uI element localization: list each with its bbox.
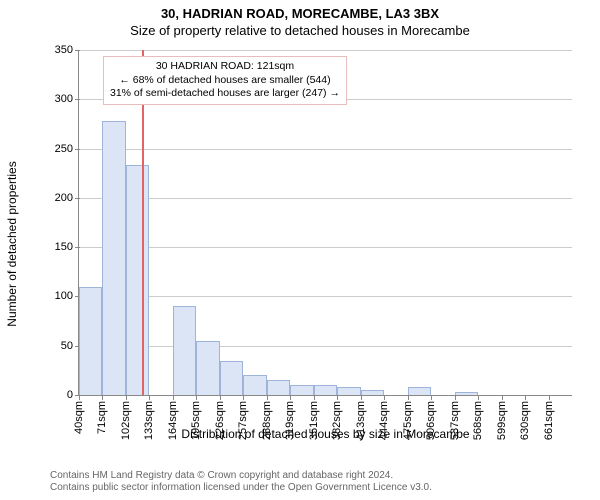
page-title: 30, HADRIAN ROAD, MORECAMBE, LA3 3BX <box>0 0 600 21</box>
gridline <box>79 149 572 150</box>
x-tick-mark <box>314 395 315 400</box>
histogram-bar <box>290 385 313 395</box>
annotation-line: ← 68% of detached houses are smaller (54… <box>110 74 340 88</box>
gridline <box>79 346 572 347</box>
y-tick-label: 50 <box>61 340 79 352</box>
page-subtitle: Size of property relative to detached ho… <box>0 21 600 38</box>
x-tick-label: 71sqm <box>96 401 108 434</box>
histogram-bar <box>455 392 478 395</box>
histogram-bar <box>267 380 290 395</box>
y-tick-label: 250 <box>55 143 79 155</box>
x-tick-mark <box>361 395 362 400</box>
annotation-box: 30 HADRIAN ROAD: 121sqm← 68% of detached… <box>103 56 347 105</box>
x-tick-mark <box>431 395 432 400</box>
x-axis-label: Distribution of detached houses by size … <box>181 427 469 441</box>
x-tick-mark <box>102 395 103 400</box>
y-axis-label: Number of detached properties <box>5 161 19 326</box>
annotation-line: 30 HADRIAN ROAD: 121sqm <box>110 60 340 74</box>
histogram-chart: 0 50 100 150 200 250 300 350 40sqm 71sqm 102sqm 133… <box>40 44 580 444</box>
x-tick-mark <box>220 395 221 400</box>
histogram-bar <box>408 387 431 395</box>
x-tick-label: 133sqm <box>143 401 155 440</box>
x-tick-label: 40sqm <box>73 401 85 434</box>
x-tick-mark <box>196 395 197 400</box>
x-tick-mark <box>173 395 174 400</box>
footer-line-1: Contains HM Land Registry data © Crown c… <box>50 470 432 482</box>
x-tick-mark <box>384 395 385 400</box>
x-tick-mark <box>290 395 291 400</box>
y-tick-label: 100 <box>55 290 79 302</box>
x-tick-mark <box>549 395 550 400</box>
histogram-bar <box>337 387 360 395</box>
gridline <box>79 50 572 51</box>
x-tick-mark <box>243 395 244 400</box>
x-tick-mark <box>337 395 338 400</box>
histogram-bar <box>361 390 384 395</box>
plot-area: 05010015020025030035040sqm71sqm102sqm133… <box>78 50 572 396</box>
histogram-bar <box>220 361 243 396</box>
y-tick-label: 300 <box>55 93 79 105</box>
x-tick-label: 164sqm <box>167 401 179 440</box>
gridline <box>79 296 572 297</box>
y-tick-label: 200 <box>55 192 79 204</box>
x-tick-mark <box>525 395 526 400</box>
y-tick-label: 150 <box>55 241 79 253</box>
x-tick-mark <box>79 395 80 400</box>
histogram-bar <box>196 341 219 395</box>
histogram-bar <box>102 121 125 395</box>
x-tick-mark <box>267 395 268 400</box>
x-tick-label: 568sqm <box>472 401 484 440</box>
y-tick-label: 350 <box>55 44 79 56</box>
x-tick-label: 102sqm <box>120 401 132 440</box>
x-tick-label: 661sqm <box>543 401 555 440</box>
footer-line-2: Contains public sector information licen… <box>50 482 432 494</box>
x-tick-label: 630sqm <box>519 401 531 440</box>
y-tick-label: 0 <box>67 389 79 401</box>
x-tick-mark <box>502 395 503 400</box>
gridline <box>79 247 572 248</box>
histogram-bar <box>79 287 102 395</box>
x-tick-mark <box>478 395 479 400</box>
histogram-bar <box>314 385 337 395</box>
footer-attribution: Contains HM Land Registry data © Crown c… <box>50 470 432 494</box>
histogram-bar <box>126 165 149 395</box>
histogram-bar <box>173 306 196 395</box>
annotation-line: 31% of semi-detached houses are larger (… <box>110 87 340 101</box>
x-tick-mark <box>149 395 150 400</box>
x-tick-mark <box>126 395 127 400</box>
x-tick-label: 599sqm <box>496 401 508 440</box>
x-tick-mark <box>408 395 409 400</box>
x-tick-mark <box>455 395 456 400</box>
gridline <box>79 198 572 199</box>
histogram-bar <box>243 375 266 395</box>
